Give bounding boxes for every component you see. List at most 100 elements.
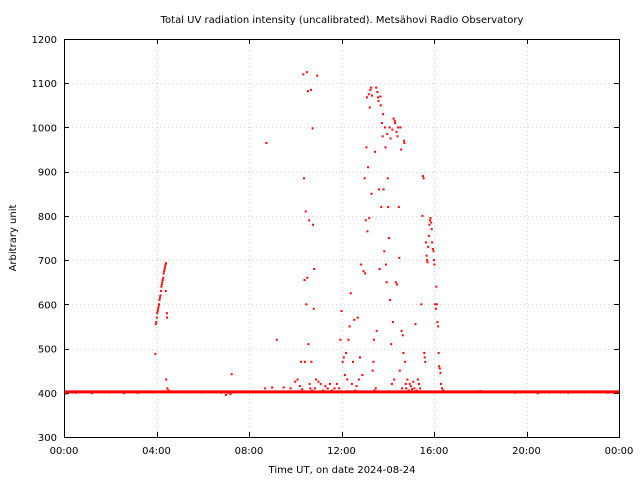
- x-tick-label: 20:00: [512, 446, 541, 457]
- data-point: [312, 307, 315, 310]
- data-point: [155, 316, 158, 319]
- data-point: [365, 146, 368, 149]
- data-point: [439, 371, 442, 374]
- data-point: [166, 316, 169, 319]
- data-point: [90, 392, 93, 395]
- data-point: [434, 303, 437, 306]
- data-point: [308, 219, 311, 222]
- data-point: [339, 338, 342, 341]
- data-point: [340, 309, 343, 312]
- data-point: [156, 312, 159, 315]
- data-point: [169, 390, 172, 393]
- data-point: [384, 146, 387, 149]
- data-point: [395, 130, 398, 133]
- data-point: [412, 380, 415, 383]
- data-point: [382, 188, 385, 191]
- data-point: [433, 263, 436, 266]
- data-point: [289, 387, 292, 390]
- data-point: [165, 378, 168, 381]
- data-point: [333, 387, 336, 390]
- data-point: [310, 360, 313, 363]
- data-point: [431, 241, 434, 244]
- data-point: [375, 329, 378, 332]
- data-point: [305, 71, 308, 74]
- data-point: [396, 283, 398, 286]
- data-point: [313, 387, 316, 390]
- x-tick-label: 08:00: [235, 446, 264, 457]
- x-axis-tick-labels: 00:00 04:00 08:00 12:00 16:00 20:00 00:00: [50, 446, 634, 457]
- data-point: [406, 378, 409, 381]
- data-point: [437, 351, 440, 354]
- data-point: [201, 391, 204, 394]
- data-point: [379, 104, 382, 107]
- data-point: [392, 117, 395, 120]
- data-point: [398, 256, 401, 259]
- data-point: [264, 387, 267, 390]
- data-point: [389, 298, 392, 301]
- data-point: [275, 338, 278, 341]
- data-point: [349, 292, 352, 295]
- data-point: [282, 386, 285, 389]
- x-axis-label: Time UT, on date 2024-08-24: [268, 465, 416, 476]
- data-point: [165, 312, 168, 315]
- data-point: [432, 250, 435, 253]
- data-point: [383, 126, 386, 129]
- data-point: [158, 303, 161, 306]
- data-point: [378, 267, 381, 270]
- data-point: [359, 356, 361, 359]
- data-point: [319, 382, 322, 385]
- data-point: [438, 367, 441, 370]
- data-point: [384, 263, 387, 266]
- data-point: [315, 378, 318, 381]
- x-tick-label: 16:00: [420, 446, 449, 457]
- y-tick-label: 900: [38, 168, 57, 179]
- data-point: [367, 166, 370, 169]
- data-point: [310, 389, 313, 392]
- data-point: [401, 387, 404, 390]
- data-point: [427, 245, 430, 248]
- axis-ticks: [64, 39, 620, 438]
- data-point: [390, 382, 393, 385]
- y-tick-label: 500: [38, 345, 57, 356]
- data-point: [306, 90, 309, 93]
- data-point: [355, 385, 358, 388]
- data-point: [301, 388, 304, 391]
- data-point: [402, 139, 405, 142]
- data-point: [433, 259, 435, 262]
- data-point: [404, 382, 407, 385]
- data-point: [377, 96, 380, 99]
- data-point: [374, 387, 377, 390]
- data-point: [380, 122, 383, 125]
- data-point: [154, 323, 157, 326]
- data-point: [548, 391, 551, 394]
- data-point: [326, 387, 329, 390]
- data-point: [160, 285, 163, 288]
- data-point: [346, 378, 349, 381]
- data-point: [312, 223, 315, 226]
- data-point: [387, 237, 390, 239]
- chart-title: Total UV radiation intensity (uncalibrat…: [160, 15, 524, 26]
- data-point: [373, 389, 376, 392]
- data-point: [163, 270, 166, 273]
- data-point: [229, 393, 232, 396]
- data-point: [65, 392, 68, 395]
- data-point: [354, 389, 357, 392]
- data-point: [430, 228, 433, 231]
- data-point: [583, 391, 586, 394]
- data-point: [316, 74, 319, 77]
- data-point: [224, 393, 227, 396]
- data-point: [376, 91, 379, 94]
- data-point: [164, 263, 167, 266]
- data-point: [377, 99, 380, 102]
- y-tick-label: 700: [38, 256, 57, 267]
- data-point: [123, 392, 126, 395]
- data-point: [368, 217, 371, 220]
- data-point: [265, 141, 268, 144]
- data-point: [303, 177, 306, 180]
- data-point: [163, 267, 166, 270]
- data-point: [155, 321, 158, 324]
- data-point: [370, 192, 373, 195]
- data-point: [162, 272, 165, 275]
- data-point: [421, 214, 424, 217]
